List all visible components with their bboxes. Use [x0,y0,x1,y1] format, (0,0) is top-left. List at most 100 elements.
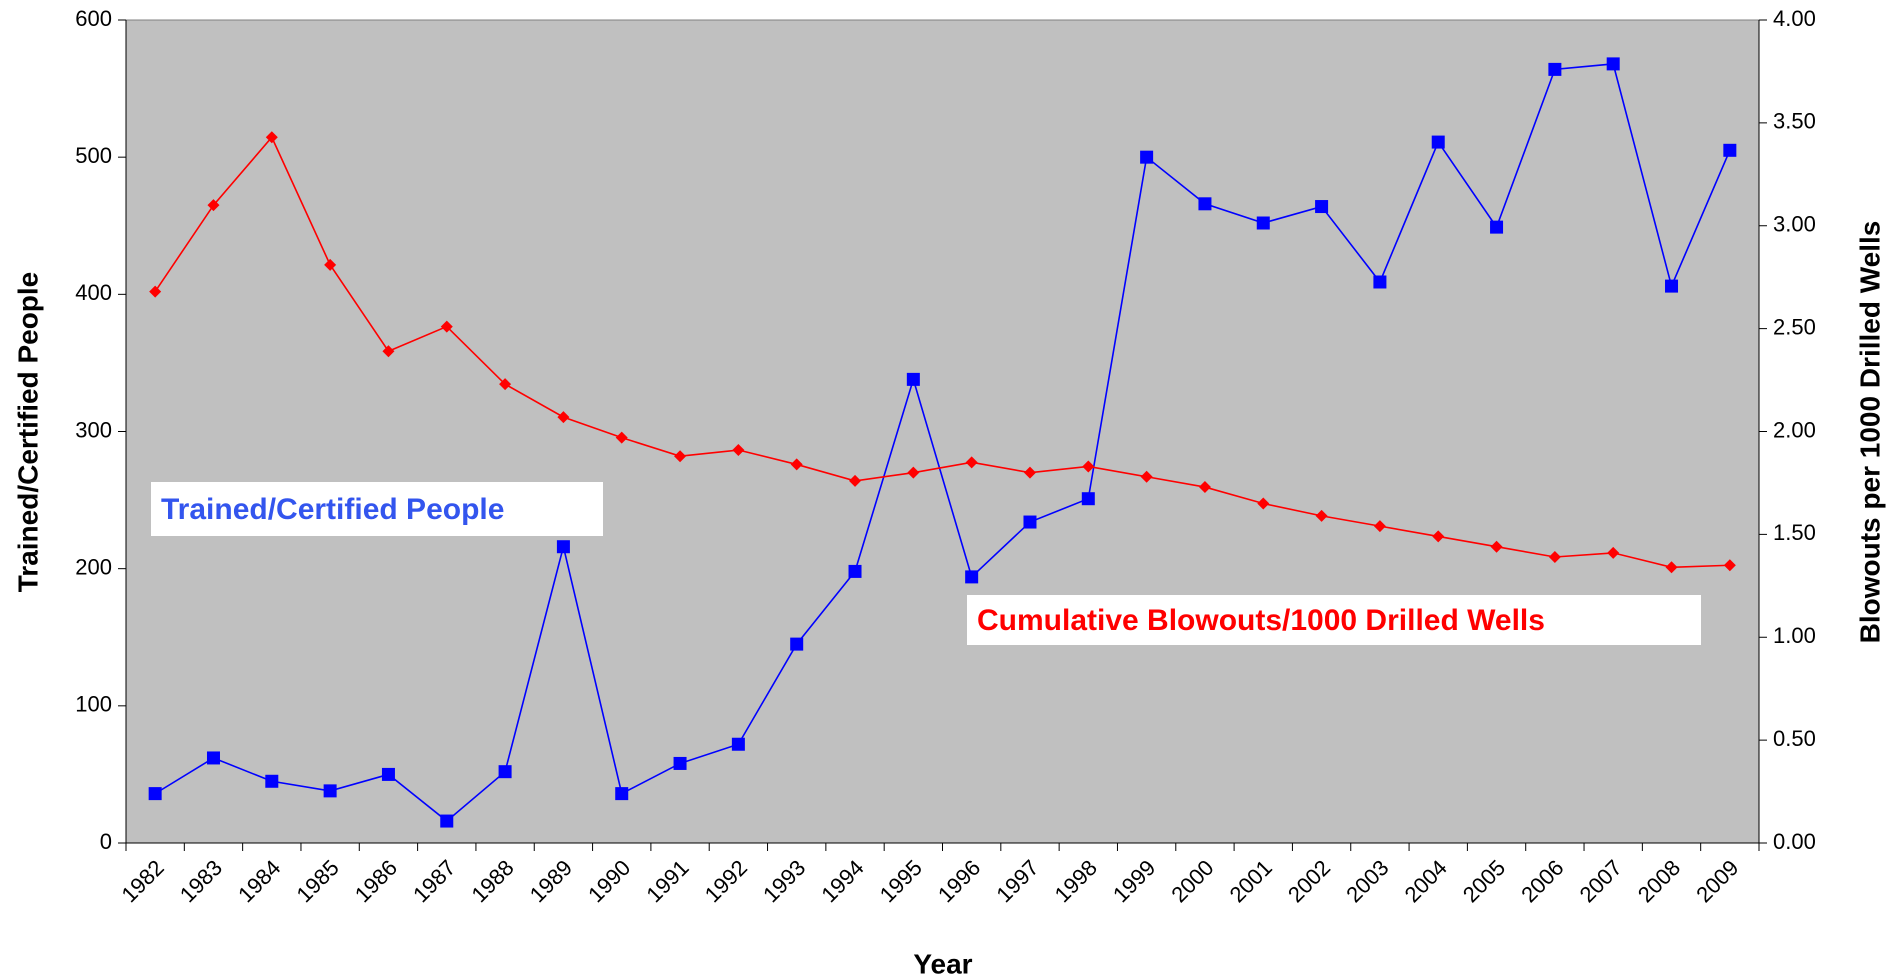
marker [732,444,745,457]
marker [907,466,920,479]
x-tick-label: 1983 [175,855,227,907]
x-tick-label: 1999 [1108,855,1160,907]
y2-tick-label: 0.50 [1773,726,1816,751]
series-line [154,135,1730,569]
series-line [154,63,1731,823]
x-tick-label: 2002 [1283,855,1335,907]
x-tick-label: 1994 [816,855,868,907]
x-tick-label: 1997 [991,855,1043,907]
marker [556,540,570,554]
y2-tick-label: 0.00 [1773,829,1816,854]
y2-tick-label: 4.00 [1773,6,1816,31]
x-tick-label: 1998 [1050,855,1102,907]
plot-area [125,19,1760,844]
y2-tick-label: 3.00 [1773,212,1816,237]
x-tick-label: 1986 [350,855,402,907]
marker [1723,143,1737,157]
x-tick-label: 1990 [583,855,635,907]
x-axis-title: Year [913,948,972,979]
y-tick-label: 0 [100,829,112,854]
x-tick-label: 2008 [1633,855,1685,907]
marker [790,637,804,651]
x-tick-label: 2005 [1458,855,1510,907]
y2-axis-title: Blowouts per 1000 Drilled Wells [1854,221,1885,644]
marker [265,774,279,788]
x-tick-label: 1995 [875,855,927,907]
marker [1723,559,1736,572]
x-tick-label: 2001 [1225,855,1277,907]
marker [790,458,803,471]
label-box [151,482,603,536]
x-tick-label: 1988 [466,855,518,907]
y-tick-label: 400 [75,280,112,305]
marker [615,431,628,444]
marker [848,564,862,578]
marker [1140,150,1154,164]
marker [557,411,570,424]
marker [673,756,687,770]
x-tick-label: 1987 [408,855,460,907]
y2-tick-label: 1.00 [1773,623,1816,648]
x-tick-label: 1993 [758,855,810,907]
marker [440,814,454,828]
marker [1373,520,1386,533]
marker [849,474,862,487]
marker [440,320,453,333]
x-tick-label: 1992 [700,855,752,907]
marker [149,285,162,298]
marker [1665,279,1679,293]
y-tick-label: 600 [75,6,112,31]
marker [731,737,745,751]
marker [1490,220,1504,234]
marker [674,450,687,463]
marker [148,787,162,801]
marker [1315,200,1329,214]
y2-tick-label: 2.50 [1773,314,1816,339]
x-tick-label: 2004 [1400,855,1452,907]
marker [1373,275,1387,289]
marker [1257,497,1270,510]
y-tick-label: 200 [75,554,112,579]
marker [323,784,337,798]
marker [381,767,395,781]
marker [1548,62,1562,76]
series-label: Cumulative Blowouts/1000 Drilled Wells [977,604,1545,637]
x-tick-label: 1991 [641,855,693,907]
marker [1431,135,1445,149]
marker [1548,551,1561,564]
x-tick-label: 1989 [525,855,577,907]
label-box [967,595,1701,645]
marker [324,258,337,271]
marker [1082,460,1095,473]
marker [615,787,629,801]
marker [1023,466,1036,479]
y2-tick-label: 3.50 [1773,109,1816,134]
marker [1198,481,1211,494]
marker [1665,561,1678,574]
marker [1256,216,1270,230]
series-label: Trained/Certified People [161,493,504,526]
marker [498,765,512,779]
marker [1140,470,1153,483]
marker [1490,540,1503,553]
marker [499,378,512,391]
marker [906,372,920,386]
x-tick-label: 2003 [1341,855,1393,907]
marker [1315,509,1328,522]
marker [1607,546,1620,559]
marker [1606,57,1620,71]
marker [965,570,979,584]
marker [1023,515,1037,529]
x-tick-label: 1982 [117,855,169,907]
marker [1432,530,1445,543]
y-tick-label: 300 [75,417,112,442]
marker [1081,492,1095,506]
y-tick-label: 500 [75,143,112,168]
marker [207,199,220,212]
x-tick-label: 1984 [233,855,285,907]
y2-tick-label: 2.00 [1773,417,1816,442]
x-tick-label: 2000 [1166,855,1218,907]
x-tick-label: 1985 [291,855,343,907]
marker [265,131,278,144]
